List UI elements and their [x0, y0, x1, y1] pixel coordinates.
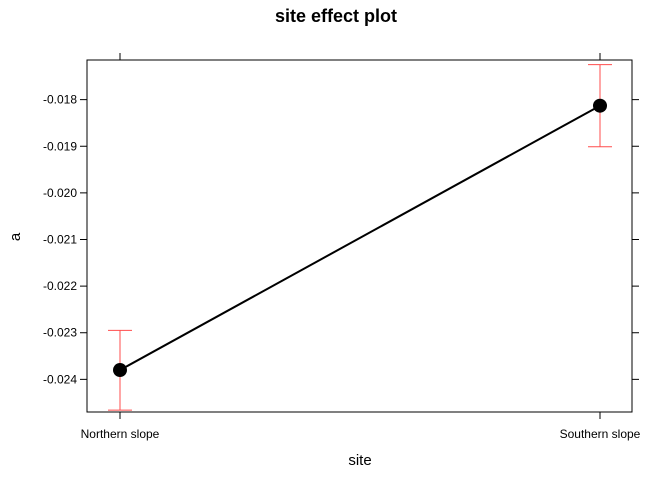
- effect-line: [119, 104, 601, 371]
- data-point: [113, 363, 127, 378]
- x-axis-label: site: [348, 452, 371, 469]
- y-tick-label: -0.024: [43, 372, 77, 386]
- y-tick-label: -0.023: [43, 326, 77, 340]
- y-axis-label: a: [7, 232, 24, 241]
- data-marks: [108, 64, 612, 411]
- data-point: [593, 98, 607, 113]
- y-tick-label: -0.018: [43, 93, 77, 107]
- axis-ticks: -0.024 -0.023 -0.022 -0.021 -0.020 -0.019 -0.0…: [43, 53, 641, 441]
- y-tick-label: -0.022: [43, 279, 77, 293]
- chart-title: site effect plot: [275, 6, 397, 26]
- y-tick-label: -0.019: [43, 139, 77, 153]
- y-tick-label: -0.021: [43, 232, 77, 246]
- y-tick-label: -0.020: [43, 186, 77, 200]
- x-tick-label: Northern slope: [81, 427, 160, 441]
- x-tick-label: Southern slope: [560, 427, 641, 441]
- plot-frame: [86, 59, 633, 413]
